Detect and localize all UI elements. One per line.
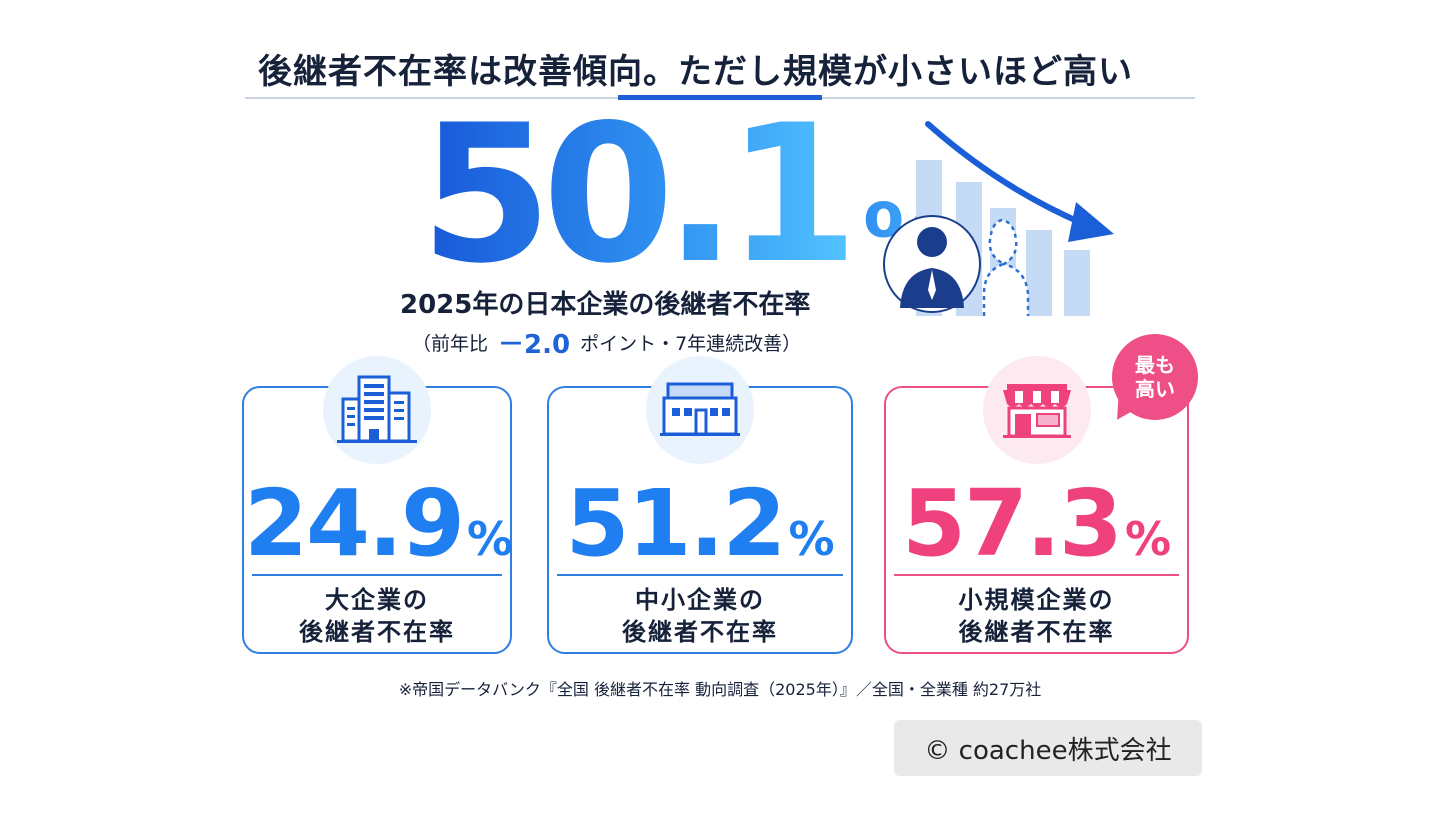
card-label-line2: 後継者不在率 — [622, 618, 778, 647]
card-large-enterprise: 24.9% 大企業の 後継者不在率 — [242, 356, 514, 654]
card-label-line1: 小規模企業の — [958, 586, 1115, 614]
card-label: 小規模企業の 後継者不在率 — [886, 584, 1187, 649]
office-building-icon — [337, 375, 417, 443]
downward-arrow-icon — [925, 121, 1114, 242]
card-divider — [894, 574, 1179, 576]
card-label: 大企業の 後継者不在率 — [244, 584, 510, 649]
badge-line1: 最も — [1135, 353, 1175, 377]
successor-person-icon — [883, 215, 1030, 316]
card-value-unit: % — [788, 512, 835, 566]
card-icon-circle — [982, 356, 1091, 464]
card-label: 中小企業の 後継者不在率 — [549, 584, 851, 649]
hero-rate: 50.1 % — [420, 100, 955, 290]
hero-rate-value: 50.1 — [420, 84, 859, 305]
page-title: 後継者不在率は改善傾向。ただし規模が小さいほど高い — [258, 52, 1133, 92]
card-value-number: 51.2 — [565, 470, 786, 577]
card-label-line2: 後継者不在率 — [958, 618, 1115, 647]
badge-line2: 高い — [1135, 377, 1175, 401]
title-accent-bar — [618, 95, 822, 100]
hero-delta: －2.0 — [498, 330, 571, 360]
card-label-line1: 中小企業の — [635, 586, 765, 614]
hero-sub-prefix: （前年比 — [412, 333, 489, 355]
hero-label: 2025年の日本企業の後継者不在率 — [400, 290, 811, 320]
card-value: 51.2% — [549, 478, 851, 570]
hero-sub-suffix: ポイント・7年連続改善） — [580, 333, 802, 355]
factory-icon — [660, 382, 740, 436]
card-value: 24.9% — [244, 478, 514, 570]
hero-sub: （前年比 －2.0 ポイント・7年連続改善） — [412, 324, 801, 361]
card-value: 57.3% — [886, 478, 1187, 570]
card-icon-circle — [323, 356, 431, 464]
source-note: ※帝国データバンク『全国 後継者不在率 動向調査（2025年）』／全国・全業種 … — [398, 680, 1042, 699]
highest-badge: 最も 高い — [1112, 334, 1198, 420]
card-label-line1: 大企業の — [325, 586, 429, 614]
declining-trend-illustration — [883, 121, 1114, 316]
card-small-business: 57.3% 小規模企業の 後継者不在率 — [884, 356, 1189, 654]
card-value-number: 24.9 — [244, 470, 465, 577]
card-value-unit: % — [1124, 512, 1172, 566]
card-icon-circle — [646, 356, 754, 464]
card-value-unit: % — [467, 512, 514, 566]
card-divider — [252, 574, 502, 576]
card-sme: 51.2% 中小企業の 後継者不在率 — [547, 356, 853, 654]
copyright-label: © coachee株式会社 — [894, 720, 1202, 776]
card-divider — [557, 574, 843, 576]
shop-icon — [1002, 384, 1071, 438]
card-label-line2: 後継者不在率 — [299, 618, 455, 647]
card-value-number: 57.3 — [901, 470, 1123, 577]
